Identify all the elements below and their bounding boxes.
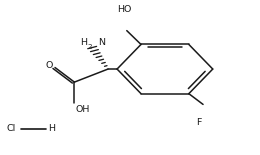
Text: N: N	[98, 38, 105, 47]
Text: OH: OH	[76, 105, 90, 114]
Text: F: F	[196, 117, 201, 126]
Text: H: H	[80, 38, 87, 47]
Text: HO: HO	[117, 5, 131, 14]
Text: 2: 2	[87, 44, 92, 50]
Text: H: H	[49, 124, 56, 133]
Text: Cl: Cl	[6, 124, 16, 133]
Text: O: O	[45, 62, 53, 71]
